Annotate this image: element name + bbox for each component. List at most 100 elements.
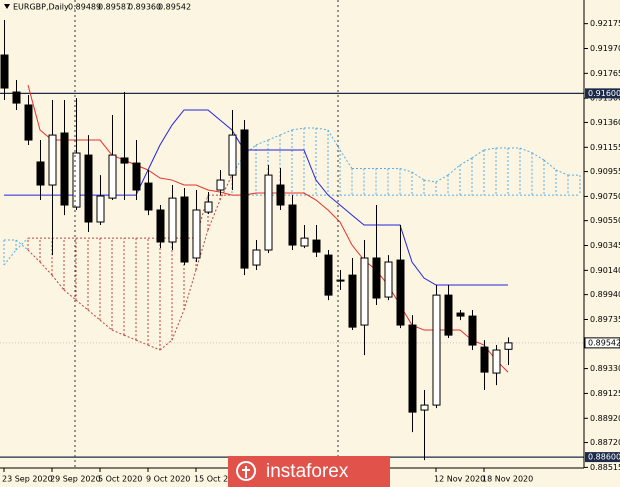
span-a-segment (39, 261, 53, 276)
span-a-segment (99, 319, 113, 331)
span-a-segment (159, 339, 173, 351)
y-tick-label: 0.91970 (590, 44, 620, 53)
candle-body (108, 154, 117, 199)
span-a-segment (171, 309, 185, 341)
candle-body (468, 315, 477, 346)
candle-body (288, 204, 297, 246)
candle-body (408, 324, 417, 413)
candle-body (144, 182, 153, 211)
candle-body (132, 162, 141, 191)
watermark: instaforex (228, 456, 390, 487)
y-tick-label: 0.90345 (590, 241, 620, 250)
y-tick-label: 0.91360 (590, 118, 620, 127)
header-icon (4, 4, 10, 9)
span-a-segment (207, 199, 221, 231)
x-tick-label: 9 Oct 2020 (146, 475, 190, 484)
candle-body (252, 249, 261, 266)
header-low: 0.89360 (128, 3, 161, 12)
candle-body (456, 312, 465, 317)
span-a-segment (87, 309, 101, 321)
candle-body (420, 404, 429, 411)
candle-body (276, 184, 285, 206)
span-a-segment (63, 289, 77, 301)
candle-body (96, 195, 105, 223)
y-tick-label: 0.92175 (590, 19, 620, 28)
last-price-label: 0.89542 (588, 338, 620, 347)
candle-body (48, 134, 57, 186)
candle-body (60, 132, 69, 206)
watermark-logo (236, 461, 257, 481)
header-close: 0.89542 (158, 3, 191, 12)
last-price-box (584, 337, 620, 349)
candle-body (156, 209, 165, 243)
span-a-segment (471, 149, 485, 159)
header-high: 0.89587 (98, 3, 131, 12)
x-tick-label: 15 Oct 2020 (194, 475, 243, 484)
y-tick-label: 0.90750 (590, 192, 620, 201)
candle-body (348, 274, 357, 328)
span-b-segment (15, 237, 29, 251)
candle-body (264, 174, 273, 251)
y-tick-label: 0.90140 (590, 266, 620, 275)
candle-body (24, 104, 33, 141)
span-a-segment (219, 174, 233, 201)
candle-body (0, 54, 9, 89)
x-tick-label: 5 Oct 2020 (98, 475, 142, 484)
level-label: 0.88600 (588, 453, 620, 462)
y-tick-label: 0.91155 (590, 143, 620, 152)
candle-body (12, 91, 21, 104)
span-a-segment (75, 299, 89, 311)
candle-body (240, 129, 249, 269)
candle-body (180, 196, 189, 263)
y-tick-label: 0.89330 (590, 364, 620, 373)
candle-body (504, 342, 513, 350)
level-label: 0.91600 (588, 89, 620, 98)
candle-body (480, 346, 489, 373)
y-tick-label: 0.88720 (590, 438, 620, 447)
candle-body (324, 254, 333, 296)
span-a-segment (27, 249, 41, 263)
candle-body (312, 239, 321, 253)
y-tick-label: 0.90955 (590, 167, 620, 176)
span-a-segment (447, 164, 461, 176)
span-a-segment (15, 239, 29, 251)
level-label-box (585, 88, 620, 99)
y-tick-label: 0.89125 (590, 389, 620, 398)
candle-body (336, 279, 345, 282)
x-tick-label: 18 Nov 2020 (482, 475, 533, 484)
y-tick-label: 0.88920 (590, 414, 620, 423)
candle-body (192, 209, 201, 259)
y-tick-label: 0.90550 (590, 216, 620, 225)
candle-body (36, 161, 45, 186)
watermark-text: instaforex (266, 461, 349, 482)
header-open: 0.89489 (68, 3, 101, 12)
candle-body (300, 237, 309, 247)
candle-body (72, 152, 81, 208)
candle-body (120, 157, 129, 164)
span-a-segment (51, 274, 65, 291)
candle-body (204, 201, 213, 213)
candle-body (444, 294, 453, 336)
candle-body (492, 349, 501, 374)
level-label-box (585, 452, 620, 463)
y-tick-label: 0.89735 (590, 315, 620, 324)
candle-body (168, 197, 177, 243)
y-tick-label: 0.91765 (590, 69, 620, 78)
y-tick-label: 0.88515 (590, 463, 620, 472)
span-a-segment (411, 171, 425, 181)
x-tick-label: 12 Nov 2020 (434, 475, 485, 484)
x-tick-label: 23 Sep 2020 (2, 475, 53, 484)
candle-body (84, 154, 93, 223)
span-a-segment (543, 159, 557, 171)
span-a-segment (195, 229, 209, 271)
y-tick-label: 0.89940 (590, 290, 620, 299)
candle-body (372, 257, 381, 299)
candle-body (396, 259, 405, 326)
candle-body (384, 261, 393, 298)
candle-body (228, 134, 237, 176)
x-tick-label: 29 Sep 2020 (50, 475, 101, 484)
span-a-segment (183, 269, 197, 311)
span-b-segment (3, 249, 17, 266)
